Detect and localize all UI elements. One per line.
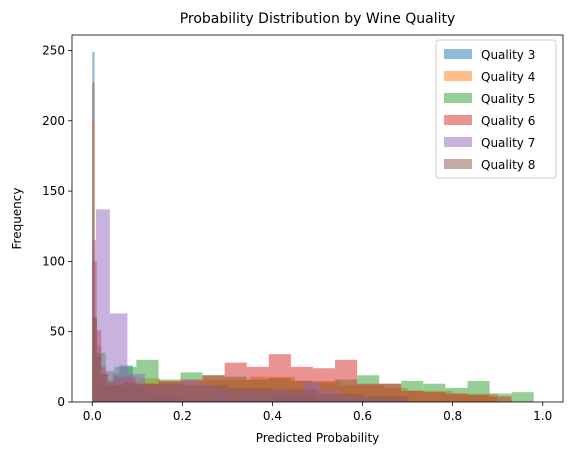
- legend-label: Quality 4: [481, 70, 535, 84]
- bars-layer: [92, 51, 534, 403]
- series-6-bar-10: [227, 387, 273, 402]
- series-3-bar-22: [511, 392, 534, 402]
- series-5-bar-2: [95, 209, 110, 402]
- series-6-bar-5: [108, 380, 115, 402]
- legend-item-3: Quality 5: [444, 92, 535, 106]
- series-1-bars: [92, 51, 408, 402]
- series-6-bar-2: [94, 317, 97, 402]
- y-tick-label: 100: [42, 254, 65, 268]
- x-tick-label: 0.2: [173, 409, 192, 423]
- legend-item-1: Quality 3: [444, 48, 535, 62]
- legend-item-6: Quality 8: [444, 158, 535, 172]
- series-5-bar-3: [109, 313, 128, 402]
- legend-label: Quality 8: [481, 158, 535, 172]
- x-tick-label: 1.0: [533, 409, 552, 423]
- series-4-bar-20: [445, 393, 468, 402]
- series-4-bar-19: [423, 392, 446, 402]
- y-tick-label: 200: [42, 114, 65, 128]
- x-tick-label: 0.4: [263, 409, 282, 423]
- legend-label: Quality 3: [481, 48, 535, 62]
- y-tick-label: 150: [42, 184, 65, 198]
- legend-label: Quality 5: [481, 92, 535, 106]
- series-6-bar-12: [317, 393, 363, 402]
- y-tick-label: 50: [50, 325, 65, 339]
- series-6-bar-3: [96, 355, 102, 402]
- series-4-bar-22: [489, 396, 512, 402]
- series-4-bar-15: [335, 359, 358, 402]
- legend-item-4: Quality 6: [444, 114, 535, 128]
- plot-frame: [71, 34, 564, 403]
- x-axis-label: Predicted Probability: [256, 431, 380, 445]
- legend-item-2: Quality 4: [444, 70, 535, 84]
- legend: Quality 3 Quality 4 Quality 5 Quality 6 Qual…: [435, 39, 557, 179]
- legend-swatch: [444, 93, 472, 103]
- series-6-bar-11: [272, 389, 318, 402]
- legend-swatch: [444, 49, 472, 59]
- series-4-bar-18: [401, 390, 424, 402]
- series-6-bar-4: [101, 373, 109, 402]
- legend-swatch: [444, 115, 472, 125]
- series-4-bar-21: [467, 394, 490, 402]
- legend-label: Quality 6: [481, 114, 535, 128]
- legend-swatch: [444, 137, 472, 147]
- legend-label: Quality 7: [481, 136, 535, 150]
- y-tick-label: 250: [42, 43, 65, 57]
- y-axis-label: Frequency: [10, 188, 24, 250]
- series-6-bars: [92, 82, 408, 403]
- series-6-bar-13: [362, 396, 408, 402]
- x-tick-label: 0.8: [443, 409, 462, 423]
- series-6-bar-8: [137, 383, 183, 402]
- series-6-bar-1: [92, 82, 95, 403]
- series-6-bar-9: [182, 385, 228, 402]
- x-tick-label: 0.0: [83, 409, 102, 423]
- x-axis-ticks: 0.0 0.2 0.4 0.6 0.8 1.0: [83, 402, 552, 423]
- y-axis-ticks: 0 50 100 150 200 250: [42, 43, 72, 409]
- legend-swatch: [444, 159, 472, 169]
- chart-title: Probability Distribution by Wine Quality: [180, 11, 456, 27]
- legend-swatch: [444, 71, 472, 81]
- legend-item-5: Quality 7: [444, 136, 535, 150]
- series-6-bar-7: [123, 382, 138, 402]
- x-tick-label: 0.6: [353, 409, 372, 423]
- series-6-bar-6: [114, 385, 124, 402]
- y-tick-label: 0: [57, 395, 65, 409]
